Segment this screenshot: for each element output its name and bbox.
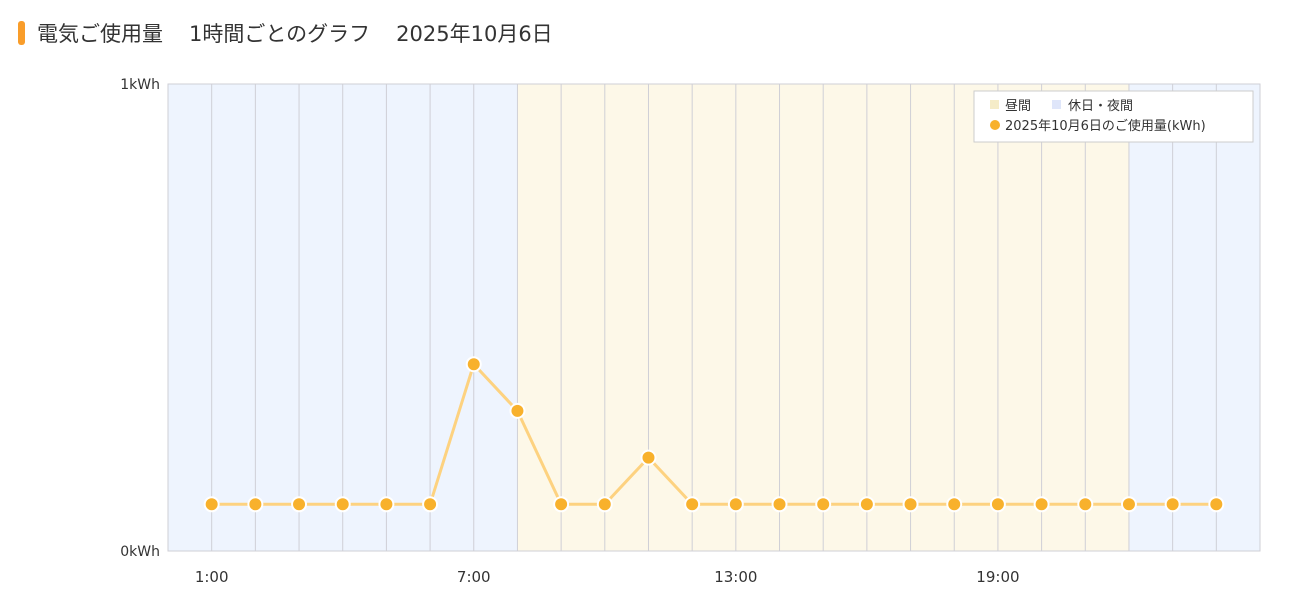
data-point bbox=[553, 496, 570, 513]
x-tick-label: 7:00 bbox=[457, 568, 491, 586]
legend-night-label: 休日・夜間 bbox=[1068, 99, 1133, 114]
legend-usage-label: 2025年10月6日のご使用量(kWh) bbox=[1005, 118, 1206, 134]
data-point bbox=[509, 402, 526, 419]
data-point bbox=[247, 496, 264, 513]
data-point bbox=[1077, 496, 1094, 513]
legend-box bbox=[973, 90, 1254, 143]
data-point bbox=[640, 449, 657, 466]
y-tick-label: 0kWh bbox=[120, 544, 160, 560]
data-point bbox=[815, 496, 832, 513]
data-point bbox=[946, 496, 963, 513]
data-point bbox=[291, 496, 308, 513]
data-point bbox=[1033, 496, 1050, 513]
data-point bbox=[203, 496, 220, 513]
data-point bbox=[1120, 496, 1137, 513]
legend-day-label: 昼間 bbox=[1005, 99, 1031, 114]
data-point bbox=[858, 496, 875, 513]
data-point bbox=[727, 496, 744, 513]
data-point bbox=[1164, 496, 1181, 513]
data-point bbox=[334, 496, 351, 513]
legend-usage-swatch bbox=[990, 120, 1000, 130]
page-title: 電気ご使用量 1時間ごとのグラフ 2025年10月6日 bbox=[18, 18, 553, 48]
x-tick-label: 13:00 bbox=[714, 568, 757, 586]
title-date: 2025年10月6日 bbox=[396, 22, 553, 46]
data-point bbox=[902, 496, 919, 513]
x-tick-label: 19:00 bbox=[976, 568, 1019, 586]
data-point bbox=[465, 356, 482, 373]
data-point bbox=[422, 496, 439, 513]
title-main: 電気ご使用量 bbox=[37, 22, 163, 46]
data-point bbox=[1208, 496, 1225, 513]
data-point bbox=[684, 496, 701, 513]
data-point bbox=[989, 496, 1006, 513]
legend-night-swatch bbox=[1052, 100, 1061, 109]
plot-border bbox=[167, 83, 1261, 552]
data-point bbox=[596, 496, 613, 513]
data-point bbox=[378, 496, 395, 513]
title-accent-bar bbox=[18, 21, 25, 45]
y-tick-label: 1kWh bbox=[120, 77, 160, 93]
night-band bbox=[1128, 84, 1260, 551]
legend-day-swatch bbox=[990, 100, 999, 109]
data-point bbox=[771, 496, 788, 513]
x-tick-label: 1:00 bbox=[195, 568, 229, 586]
title-subtitle: 1時間ごとのグラフ bbox=[189, 22, 371, 46]
